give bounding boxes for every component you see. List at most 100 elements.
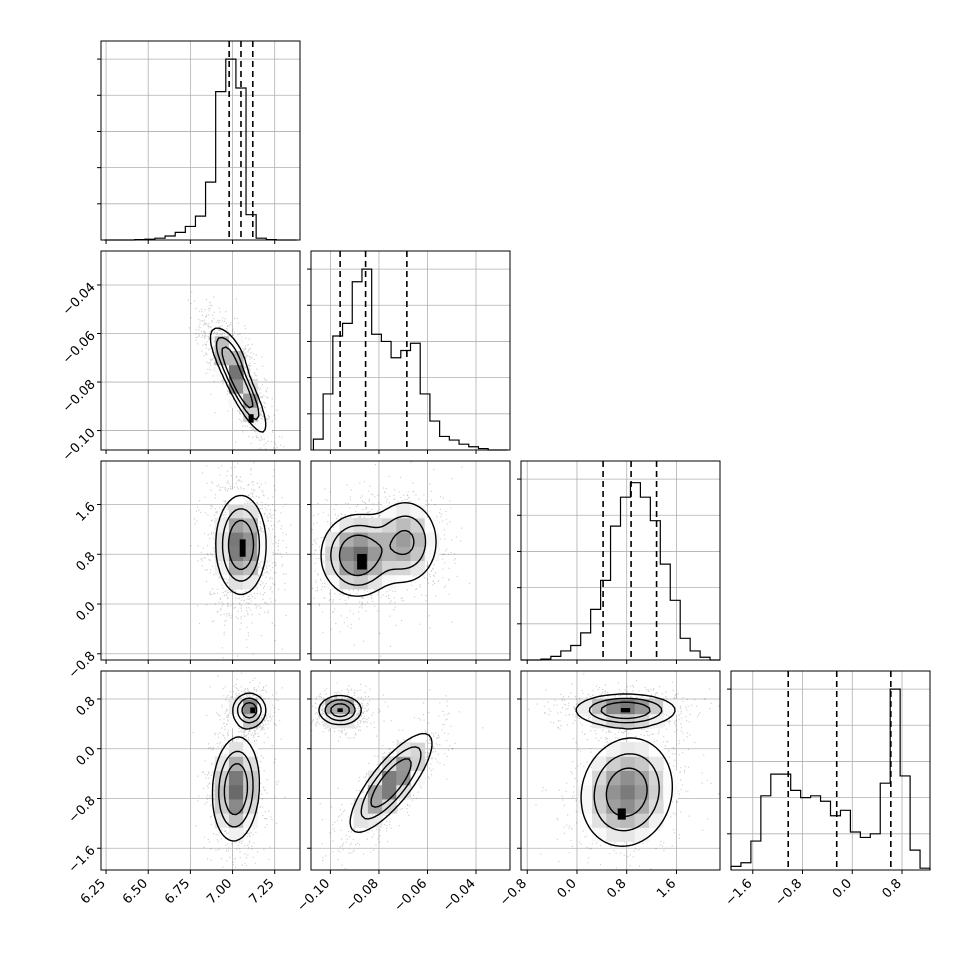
density-peak bbox=[617, 808, 626, 820]
density-cell bbox=[424, 546, 440, 561]
density-cell bbox=[606, 756, 621, 771]
histogram-bars bbox=[521, 482, 720, 661]
density-cell bbox=[577, 798, 593, 814]
histogram-bars bbox=[104, 58, 297, 241]
density-cell bbox=[214, 770, 230, 786]
density-cell bbox=[606, 699, 621, 715]
scatter-points bbox=[190, 462, 292, 659]
density-cell bbox=[243, 546, 258, 561]
density-cell bbox=[367, 546, 383, 561]
contour-line-0 bbox=[211, 692, 267, 842]
y-tick-label: −0.06 bbox=[60, 329, 99, 368]
density-cell bbox=[382, 546, 397, 561]
density-cell bbox=[620, 770, 636, 786]
panel-frame bbox=[100, 670, 301, 871]
density-content bbox=[192, 672, 286, 869]
density-content bbox=[190, 462, 292, 659]
contour-line-1 bbox=[588, 697, 663, 832]
density-cell bbox=[382, 784, 397, 800]
density-cell bbox=[663, 770, 678, 786]
contour-line-2 bbox=[330, 703, 412, 808]
density-cell bbox=[396, 532, 411, 547]
density-cell bbox=[634, 770, 650, 786]
density-cell bbox=[353, 574, 369, 590]
density-cell bbox=[367, 560, 383, 576]
density-cell bbox=[382, 517, 397, 533]
density-cell bbox=[214, 546, 230, 561]
density-cell bbox=[257, 546, 273, 561]
density-cell bbox=[396, 770, 411, 786]
histogram-panel-1 bbox=[307, 250, 511, 454]
density-panel-1-3: −0.10 −0.08 −0.06 −0.04 bbox=[294, 670, 511, 915]
density-cell bbox=[353, 813, 369, 828]
density-cell bbox=[592, 798, 607, 814]
density-cell bbox=[325, 546, 340, 561]
density-cell bbox=[592, 813, 607, 828]
density-cell bbox=[424, 532, 440, 547]
panel-frame bbox=[520, 670, 721, 871]
density-cell bbox=[620, 784, 636, 800]
density-cell bbox=[228, 770, 244, 786]
density-cell bbox=[367, 813, 383, 828]
density-cell bbox=[606, 798, 621, 814]
panel-frame bbox=[100, 40, 301, 241]
density-panel-1-2 bbox=[307, 460, 511, 664]
density-peak bbox=[248, 414, 254, 423]
contour-line-1 bbox=[215, 336, 260, 421]
x-tick-label: −0.8 bbox=[772, 876, 805, 909]
density-cell bbox=[620, 713, 636, 729]
density-cell bbox=[410, 532, 426, 547]
contour-line-0 bbox=[320, 502, 437, 597]
contour-line-0 bbox=[318, 694, 433, 833]
density-cell bbox=[325, 574, 340, 590]
density-cell bbox=[396, 517, 411, 533]
density-cell bbox=[634, 742, 650, 757]
density-cell bbox=[367, 574, 383, 590]
density-content bbox=[528, 673, 720, 870]
histogram-bars bbox=[312, 268, 508, 451]
density-cell bbox=[620, 756, 636, 771]
density-cell bbox=[424, 517, 440, 533]
contour-line-1 bbox=[221, 508, 261, 582]
panel-frame bbox=[310, 250, 511, 451]
histogram-bars bbox=[730, 688, 931, 870]
density-cell bbox=[648, 770, 664, 786]
density-cell bbox=[382, 770, 397, 786]
histogram-panel-3: −1.6 −0.8 0.0 0.8 bbox=[723, 670, 931, 909]
density-cell bbox=[228, 574, 244, 590]
density-cell bbox=[634, 813, 650, 828]
density-panel-0-2: −0.8 0.0 0.8 1.6 bbox=[66, 460, 301, 682]
x-tick-label: 1.6 bbox=[654, 876, 679, 901]
y-tick-label: 0.8 bbox=[73, 694, 98, 719]
contour-line-1 bbox=[330, 515, 427, 586]
panel-frame bbox=[100, 460, 301, 661]
x-tick-label: 7.00 bbox=[204, 876, 235, 907]
density-cell bbox=[257, 699, 273, 715]
density-cell bbox=[243, 517, 258, 533]
x-tick-label: −0.06 bbox=[392, 876, 431, 915]
x-tick-label: 0.8 bbox=[604, 876, 629, 901]
density-cell bbox=[243, 503, 258, 519]
x-tick-label: 0.8 bbox=[880, 876, 905, 901]
density-content bbox=[311, 682, 484, 870]
panel-frame bbox=[520, 460, 721, 661]
density-cell bbox=[410, 517, 426, 533]
density-cell bbox=[367, 532, 383, 547]
density-cell bbox=[410, 756, 426, 771]
density-cell bbox=[367, 784, 383, 800]
density-peak bbox=[620, 708, 631, 713]
contour-line-2 bbox=[338, 529, 415, 577]
density-cell bbox=[339, 560, 355, 576]
density-panel-0-1: −0.10 −0.08 −0.06 −0.04 bbox=[60, 250, 301, 464]
y-tick-label: −0.08 bbox=[60, 377, 99, 416]
density-cell bbox=[382, 532, 397, 547]
density-cell bbox=[214, 784, 230, 800]
density-cell bbox=[620, 742, 636, 757]
density-cell bbox=[410, 503, 426, 519]
density-cell bbox=[243, 784, 258, 800]
density-cell bbox=[214, 813, 230, 828]
density-cell bbox=[325, 532, 340, 547]
y-tick-label: −1.6 bbox=[66, 843, 99, 876]
panel-frame bbox=[310, 670, 511, 871]
